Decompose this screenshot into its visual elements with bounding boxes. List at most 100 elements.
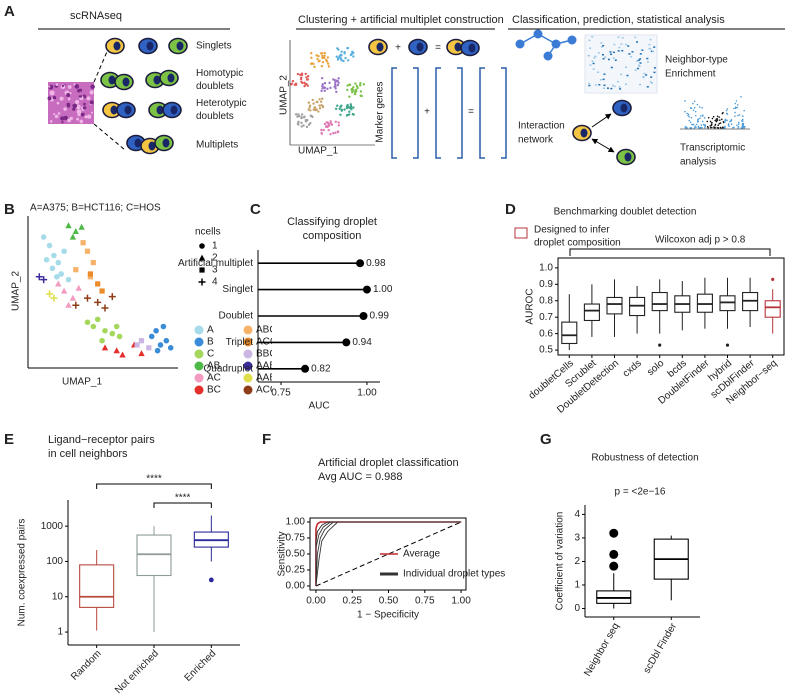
volcano-dot (684, 100, 686, 102)
umap-dot (329, 133, 332, 136)
scatter-point (119, 351, 126, 358)
volcano-dot (686, 127, 688, 129)
box (606, 296, 623, 315)
umap-dot (337, 48, 340, 51)
volcano-dot (733, 107, 735, 110)
heatmap-cell (614, 59, 617, 61)
legend-label: AB (207, 361, 221, 372)
tissue-texture (72, 103, 78, 109)
panel-letter: F (262, 431, 271, 448)
umap-dot (339, 113, 342, 116)
interaction-arrow (591, 138, 615, 153)
volcano-dot (724, 119, 726, 122)
volcano-dot (714, 127, 716, 129)
heatmap-cell (639, 53, 642, 55)
cell-type-label: doublets (196, 111, 234, 122)
umap-dot (355, 84, 359, 88)
volcano-dot (688, 115, 690, 118)
tissue-texture (63, 107, 67, 111)
reference-diagonal (315, 521, 462, 587)
umap-dot (304, 72, 307, 76)
scatter-point (40, 234, 47, 240)
umap-dot (340, 109, 343, 112)
y-tick-label: 0.9 (539, 279, 553, 290)
operator: + (395, 43, 401, 54)
umap-dot (336, 130, 340, 134)
x-axis-label: 1 − Specificity (357, 610, 419, 621)
umap-dot (308, 106, 311, 109)
cell-nucleus (113, 41, 121, 51)
chart-title: Classifying droplet (287, 216, 377, 228)
umap-dot (316, 57, 319, 61)
umap-dot (326, 87, 329, 91)
umap-dot (317, 110, 320, 113)
y-tick-label: 0.50 (286, 549, 306, 560)
legend-label: droplet composition (534, 238, 621, 249)
volcano-dot (723, 121, 726, 124)
volcano-dot (719, 122, 722, 124)
cell-nucleus (124, 105, 132, 115)
scatter-point (54, 274, 60, 280)
tissue-texture (89, 90, 94, 95)
scatter-point (108, 293, 116, 301)
analysis-label: Neighbor-type (665, 55, 728, 66)
umap-dot (309, 62, 313, 66)
umap-dot (338, 107, 341, 111)
scatter-point (35, 273, 43, 281)
heatmap-cell (621, 49, 624, 52)
volcano-dot (736, 106, 739, 109)
heatmap-cell (636, 60, 639, 63)
heatmap-cell (631, 51, 634, 53)
panel-letter: E (4, 431, 14, 448)
heatmap-cell (597, 71, 600, 73)
value-label: 0.82 (311, 363, 331, 374)
cell-nucleus (170, 105, 178, 115)
outlier (208, 577, 214, 583)
volcano-dot (686, 112, 689, 115)
scatter-point (55, 259, 62, 266)
volcano-dot (727, 124, 730, 126)
umap-dot (312, 102, 315, 105)
umap-dot (315, 54, 318, 57)
volcano-dot (701, 106, 703, 109)
umap-dot (321, 60, 325, 64)
scatter-point (94, 316, 101, 323)
scatter-point (65, 222, 72, 229)
heatmap-cell (587, 54, 590, 57)
umap-dot (318, 104, 321, 107)
box (764, 300, 781, 318)
volcano-dot (716, 115, 719, 118)
x-tick-label: scDbl Finder (642, 621, 680, 676)
box (583, 303, 600, 322)
volcano-dot (689, 127, 691, 129)
heatmap-cell (592, 68, 595, 70)
y-tick-label: 0.7 (539, 312, 553, 323)
cell-type-label: Homotypic (196, 68, 243, 79)
volcano-dot (737, 123, 740, 125)
volcano-dot (684, 126, 687, 128)
scatter-point (78, 223, 85, 230)
umap-dot (291, 79, 295, 83)
heatmap-cell (653, 67, 656, 69)
cell-nucleus (148, 141, 156, 151)
scatter-point (84, 248, 91, 254)
chart-title: Artificial droplet classification (318, 457, 459, 469)
scatter-point (148, 333, 155, 340)
scatter-point (167, 345, 174, 351)
cell-nucleus (108, 75, 116, 85)
lollipop-head (362, 285, 371, 294)
scatter-point (90, 260, 96, 266)
legend-swatch (194, 337, 204, 347)
heatmap-cell (598, 83, 601, 86)
tissue-texture (79, 119, 84, 124)
umap-dot (320, 128, 323, 132)
significance-bracket (153, 502, 212, 508)
significance-label: **** (175, 493, 191, 504)
volcano-dot (696, 119, 699, 121)
heatmap-cell (636, 41, 639, 43)
volcano-dot (697, 126, 700, 129)
umap-dot (300, 125, 303, 128)
umap-dot (329, 120, 332, 123)
tissue-texture (82, 106, 87, 110)
